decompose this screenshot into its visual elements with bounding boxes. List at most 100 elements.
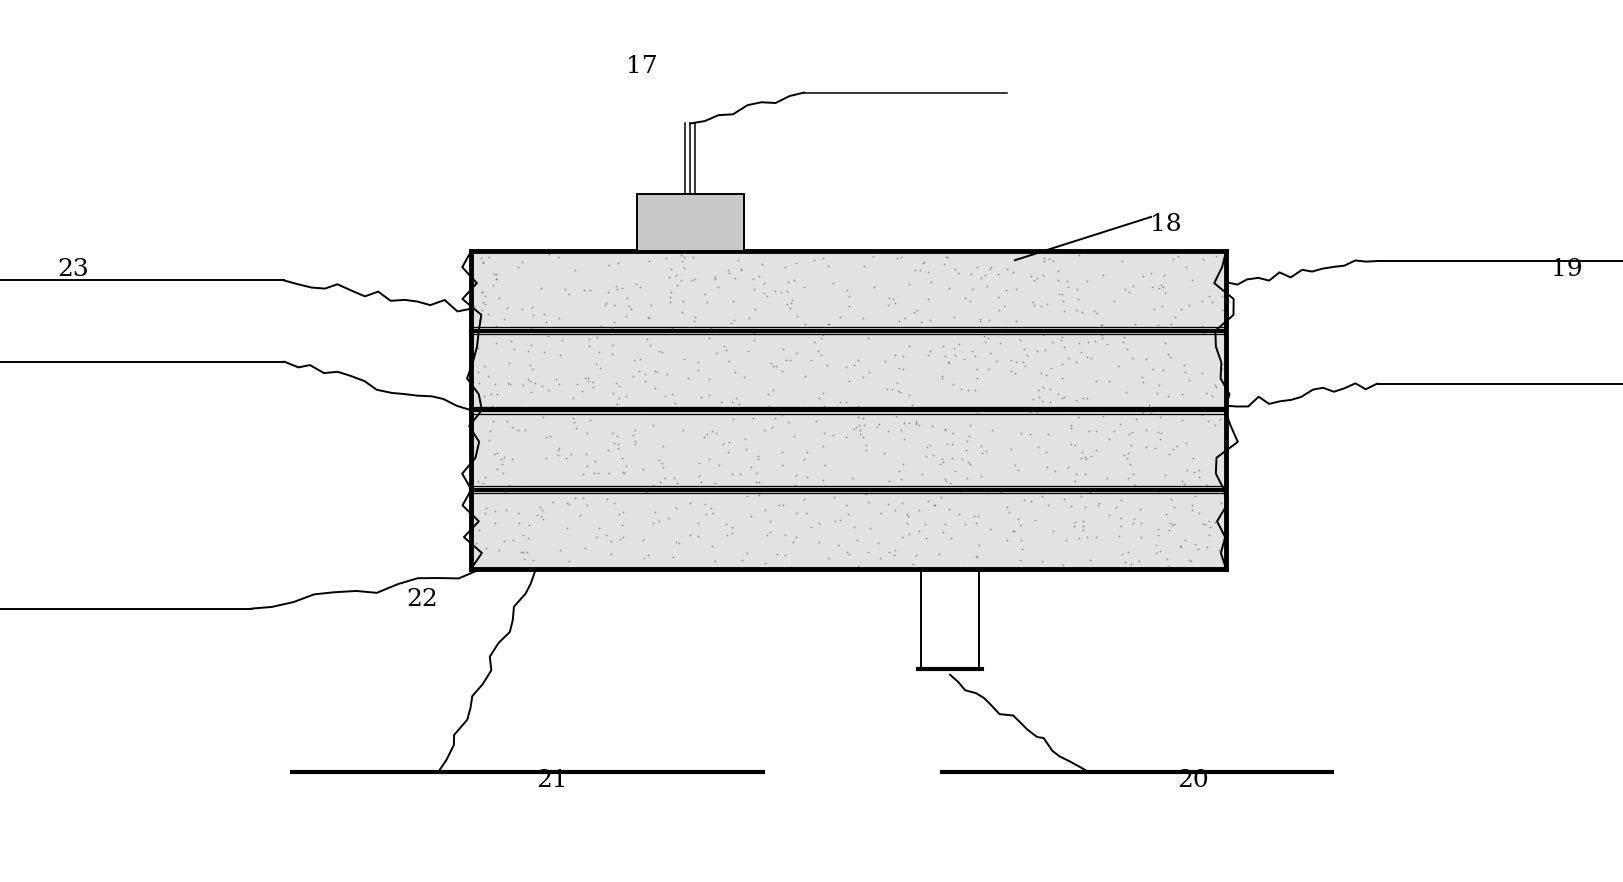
Point <box>1154 389 1180 403</box>
Point <box>915 265 941 279</box>
Point <box>654 218 680 232</box>
Point <box>472 400 498 414</box>
Point <box>651 389 677 403</box>
Point <box>833 394 859 408</box>
Point <box>639 516 665 530</box>
Point <box>626 363 652 377</box>
Point <box>722 391 748 405</box>
Point <box>1112 282 1138 296</box>
Point <box>571 283 597 297</box>
Point <box>1152 286 1178 300</box>
Point <box>865 417 891 431</box>
Point <box>599 320 625 334</box>
Point <box>682 310 708 325</box>
Point <box>1083 424 1109 438</box>
Point <box>753 289 779 303</box>
Point <box>854 331 880 345</box>
Point <box>545 443 571 457</box>
Point <box>667 198 693 212</box>
Point <box>604 397 630 411</box>
Point <box>703 270 729 284</box>
Point <box>912 449 938 463</box>
Point <box>471 289 497 303</box>
Point <box>852 487 878 501</box>
Point <box>974 486 1000 500</box>
Point <box>824 538 850 552</box>
Point <box>1141 302 1167 316</box>
Point <box>685 217 711 231</box>
Point <box>1003 314 1029 328</box>
Point <box>883 377 909 391</box>
Point <box>920 497 946 512</box>
Point <box>1050 340 1076 354</box>
Point <box>649 345 675 359</box>
Point <box>875 424 901 438</box>
Point <box>575 371 601 385</box>
Point <box>1172 260 1198 274</box>
Point <box>953 471 979 485</box>
Point <box>833 498 859 512</box>
Point <box>484 387 510 401</box>
Point <box>479 387 505 401</box>
Point <box>794 470 820 484</box>
Point <box>755 400 781 414</box>
Point <box>1117 557 1143 571</box>
Point <box>596 443 622 457</box>
Point <box>1024 383 1050 397</box>
Point <box>815 318 841 332</box>
Point <box>1058 418 1084 432</box>
Point <box>956 430 982 444</box>
Point <box>1039 335 1065 349</box>
Point <box>734 545 760 559</box>
Point <box>719 294 745 308</box>
Point <box>776 274 802 288</box>
Point <box>1048 287 1074 301</box>
Point <box>1076 553 1102 567</box>
Point <box>1073 274 1099 288</box>
Point <box>578 283 604 297</box>
Point <box>1070 514 1096 528</box>
Point <box>912 531 938 545</box>
Point <box>1087 318 1113 333</box>
Point <box>904 303 930 317</box>
Point <box>484 446 510 460</box>
Point <box>1165 539 1191 553</box>
Point <box>484 319 510 333</box>
Point <box>1112 385 1138 400</box>
Point <box>576 413 602 427</box>
Point <box>932 472 958 486</box>
Point <box>722 271 748 285</box>
Point <box>1048 371 1074 385</box>
Point <box>604 376 630 390</box>
Point <box>1021 512 1047 527</box>
Point <box>975 522 1001 536</box>
Point <box>667 227 693 241</box>
Point <box>532 315 558 329</box>
Point <box>712 343 738 357</box>
Point <box>1031 380 1057 394</box>
Point <box>880 292 906 306</box>
Point <box>605 507 631 521</box>
Point <box>911 256 936 270</box>
Point <box>936 475 962 490</box>
Point <box>896 416 922 430</box>
Point <box>885 464 911 478</box>
Point <box>565 377 591 392</box>
Point <box>727 467 753 481</box>
Point <box>563 421 589 435</box>
Point <box>547 543 573 557</box>
Point <box>584 330 610 344</box>
Point <box>482 516 508 530</box>
Point <box>729 553 755 567</box>
Point <box>810 439 836 453</box>
Point <box>665 535 691 549</box>
Point <box>1029 327 1055 341</box>
Point <box>948 486 974 500</box>
Point <box>1178 273 1204 287</box>
Point <box>1109 254 1134 268</box>
Point <box>635 220 661 234</box>
Point <box>1113 451 1139 465</box>
Point <box>1032 368 1058 382</box>
Point <box>609 530 635 544</box>
Point <box>1022 406 1048 420</box>
